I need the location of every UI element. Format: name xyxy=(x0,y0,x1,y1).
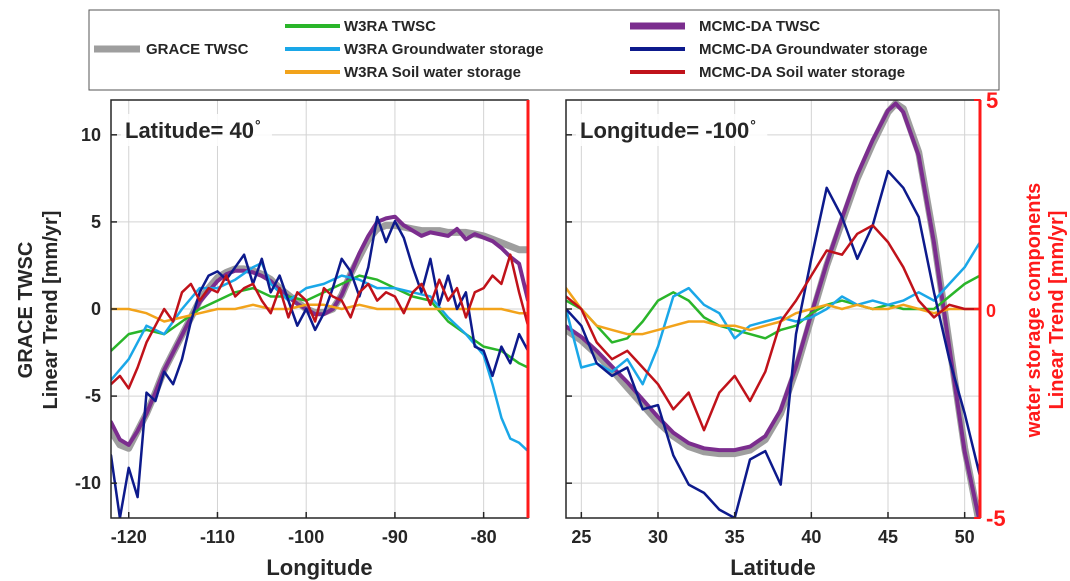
right-axis-label-line1: water storage components xyxy=(1023,183,1045,439)
series-line-w3ra-soil-water-storage xyxy=(566,286,980,336)
panel-annotation: Longitude= -100 xyxy=(580,118,749,143)
legend-frame xyxy=(88,9,1000,91)
panel-latitude: 25 30 35 40 45 50 -5 0 5 Longitude= -100 ° Latitude xyxy=(565,88,1006,580)
x-tick-label: 50 xyxy=(955,527,975,547)
y-tick-label: 5 xyxy=(91,212,101,232)
right-axis-label-line2: Linear Trend [mm/yr] xyxy=(1046,211,1068,410)
x-tick-label: 30 xyxy=(648,527,668,547)
series-line-mcmc-da-groundwater-storage xyxy=(111,215,528,518)
x-tick-label: 25 xyxy=(571,527,591,547)
legend-label-mcmc-da-twsc: MCMC-DA TWSC xyxy=(699,18,820,35)
series-line-w3ra-groundwater-storage xyxy=(566,240,980,386)
annotation-background xyxy=(121,114,272,146)
right-y-tick-label: 5 xyxy=(986,88,998,113)
panel-annotation-degree: ° xyxy=(750,117,756,133)
x-axis-label: Latitude xyxy=(730,555,816,580)
series-line-grace-twsc xyxy=(111,221,528,452)
x-tick-label: -80 xyxy=(471,527,497,547)
series-line-grace-twsc xyxy=(566,100,980,518)
series-line-mcmc-da-soil-water-storage xyxy=(111,253,528,390)
series-line-mcmc-da-soil-water-storage xyxy=(566,224,980,432)
x-tick-label: -120 xyxy=(111,527,147,547)
x-axis-label: Longitude xyxy=(266,555,372,580)
series-line-mcmc-da-groundwater-storage xyxy=(566,169,980,518)
panel-annotation-degree: ° xyxy=(255,117,261,133)
series-line-w3ra-groundwater-storage xyxy=(111,261,528,453)
panel-annotation: Latitude= 40 xyxy=(125,118,254,143)
legend-label-w3ra-groundwater-storage: W3RA Groundwater storage xyxy=(344,41,543,58)
series-line-w3ra-twsc xyxy=(566,274,980,344)
right-y-tick-label: 0 xyxy=(986,301,996,321)
x-tick-label: 40 xyxy=(801,527,821,547)
series-line-mcmc-da-twsc xyxy=(111,214,528,447)
x-tick-label: -110 xyxy=(200,527,235,547)
legend-label-mcmc-da-soil-water-storage: MCMC-DA Soil water storage xyxy=(699,64,905,81)
legend-label-w3ra-soil-water-storage: W3RA Soil water storage xyxy=(344,64,521,81)
x-tick-label: -100 xyxy=(288,527,324,547)
legend-label-grace-twsc: GRACE TWSC xyxy=(146,41,249,58)
series-group xyxy=(566,100,980,518)
x-tick-label: -90 xyxy=(382,527,408,547)
y-tick-label: 10 xyxy=(81,125,101,145)
legend: GRACE TWSC W3RA TWSC W3RA Groundwater stor… xyxy=(88,9,1000,91)
annotation-background xyxy=(576,114,768,146)
left-axis-label-line2: Linear Trend [mm/yr] xyxy=(40,211,62,410)
y-tick-label: 0 xyxy=(91,299,101,319)
left-axis-label-line1: GRACE TWSC xyxy=(15,242,37,379)
legend-label-mcmc-da-groundwater-storage: MCMC-DA Groundwater storage xyxy=(699,41,928,58)
series-group xyxy=(111,214,528,518)
y-tick-label: -10 xyxy=(75,473,101,493)
right-y-tick-label: -5 xyxy=(986,506,1006,531)
legend-label-w3ra-twsc: W3RA TWSC xyxy=(344,18,436,35)
x-tick-label: 45 xyxy=(878,527,898,547)
y-tick-label: -5 xyxy=(85,386,101,406)
panel-longitude: -120 -110 -100 -90 -80 -10 -5 0 5 10 Latitude= 40 °… xyxy=(75,99,530,580)
x-tick-label: 35 xyxy=(725,527,745,547)
series-line-w3ra-soil-water-storage xyxy=(111,303,528,323)
